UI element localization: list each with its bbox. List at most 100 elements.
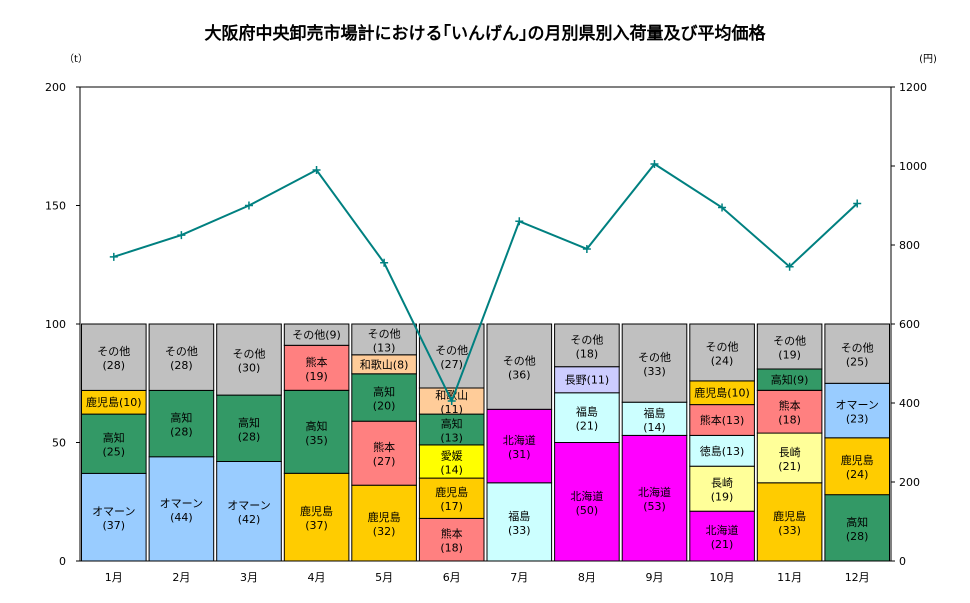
segment-label: 北海道	[570, 489, 603, 503]
x-axis-tick-label: 8月	[578, 571, 596, 584]
segment-label: 熊本	[441, 527, 463, 541]
price-point-marker	[853, 199, 862, 208]
segment-label: 福島	[508, 509, 530, 523]
segment-value-label: (53)	[643, 500, 666, 513]
segment-label: 高知	[846, 515, 868, 529]
x-axis-tick-label: 7月	[510, 571, 528, 584]
bar-segment	[621, 323, 688, 403]
segment-label: 高知	[170, 411, 192, 425]
segment-value-label: (17)	[440, 500, 463, 513]
bar-segment	[148, 456, 215, 562]
segment-value-label: (13)	[373, 341, 396, 354]
segment-label: 愛媛	[441, 449, 463, 463]
segment-label: 和歌山(8)	[360, 357, 409, 371]
segment-label: その他	[841, 342, 874, 355]
segment-label: 熊本	[779, 399, 801, 413]
segment-label: オマーン	[835, 399, 878, 412]
segment-value-label: (50)	[576, 504, 599, 517]
bar-segment	[824, 437, 891, 496]
bar-segment	[756, 389, 823, 434]
chart-title: 大阪府中央卸売市場計における｢いんげん｣の月別県別入荷量及び平均価格	[205, 23, 767, 44]
bar-segment	[689, 465, 755, 512]
segment-label: 鹿児島	[368, 510, 401, 524]
left-axis-tick-label: 0	[59, 555, 66, 568]
segment-label: 鹿児島(10)	[86, 395, 142, 409]
segment-label: 熊本	[306, 355, 328, 369]
segment-label: 鹿児島	[841, 453, 874, 467]
segment-label: その他	[233, 348, 266, 361]
right-axis-tick-label: 600	[899, 318, 920, 331]
left-axis-tick-label: 150	[45, 200, 66, 213]
segment-value-label: (36)	[508, 369, 531, 382]
bar-segment	[689, 434, 755, 467]
segment-value-label: (18)	[576, 347, 599, 360]
bar-segment	[351, 420, 417, 486]
segment-value-label: (33)	[778, 524, 801, 537]
bar-segment	[756, 323, 823, 370]
bar-segment	[621, 401, 688, 436]
bar-segment	[756, 432, 823, 484]
price-point-marker	[785, 262, 794, 271]
segment-label: 北海道	[706, 523, 739, 537]
segment-label: 熊本(13)	[700, 413, 745, 427]
right-axis-tick-label: 400	[899, 397, 920, 410]
price-point-marker	[244, 201, 253, 210]
bar-segment	[824, 382, 891, 439]
segment-label: その他	[570, 333, 603, 346]
segment-value-label: (32)	[373, 525, 396, 538]
segment-label: 鹿児島	[435, 485, 468, 499]
segment-value-label: (27)	[373, 455, 396, 468]
bar-segment	[216, 461, 282, 562]
bar-segment	[418, 444, 485, 479]
x-axis-tick-label: 12月	[845, 571, 870, 584]
bar-segment	[418, 477, 485, 519]
price-point-marker	[447, 397, 456, 406]
segment-label: 北海道	[638, 485, 671, 499]
segment-label: 高知	[238, 415, 260, 429]
segment-label: その他	[638, 351, 671, 364]
segment-label: 鹿児島(10)	[694, 386, 750, 400]
segment-value-label: (11)	[440, 403, 463, 416]
price-point-marker	[109, 252, 118, 261]
bar-segment	[621, 434, 688, 562]
right-axis-tick-label: 1000	[899, 160, 927, 173]
segment-value-label: (19)	[778, 349, 801, 362]
segment-value-label: (25)	[846, 356, 869, 369]
bar-segment	[283, 389, 350, 474]
segment-label: 高知	[306, 419, 328, 433]
price-point-marker	[650, 160, 659, 169]
price-point-marker	[380, 258, 389, 267]
segment-label: オマーン	[160, 497, 203, 510]
price-point-marker	[515, 217, 524, 226]
bar-segment	[81, 323, 147, 391]
bar-segment	[554, 323, 620, 368]
segment-value-label: (42)	[238, 513, 261, 526]
bar-segment	[554, 442, 620, 562]
axes-group: 0 50 100 150 200 0 200 400 600 800 1000 1200 1月 2月 3月 4…	[45, 81, 927, 584]
segment-label: 高知	[373, 385, 395, 399]
bar-segment	[283, 323, 350, 346]
segment-label: 熊本	[373, 440, 395, 454]
segment-label: 高知(9)	[771, 373, 809, 387]
bar-segment	[824, 494, 891, 562]
bar-segment	[283, 344, 350, 391]
bar-segment	[486, 482, 553, 562]
left-axis-tick-label: 50	[52, 437, 66, 450]
bar-segment	[283, 472, 350, 562]
right-axis-tick-label: 200	[899, 476, 920, 489]
x-axis-tick-label: 5月	[375, 571, 393, 584]
segment-label: その他	[706, 340, 739, 353]
bar-segment	[148, 323, 215, 391]
segment-label: 長野(11)	[565, 374, 610, 387]
segment-value-label: (19)	[711, 491, 734, 504]
segment-value-label: (24)	[711, 354, 734, 367]
segment-value-label: (18)	[440, 542, 463, 555]
segment-value-label: (24)	[846, 468, 869, 481]
segment-value-label: (28)	[170, 426, 193, 439]
segment-label: オマーン	[227, 499, 270, 512]
segment-value-label: (31)	[508, 448, 531, 461]
segment-value-label: (28)	[103, 359, 126, 372]
segment-value-label: (19)	[305, 370, 328, 383]
segment-value-label: (14)	[440, 464, 463, 477]
